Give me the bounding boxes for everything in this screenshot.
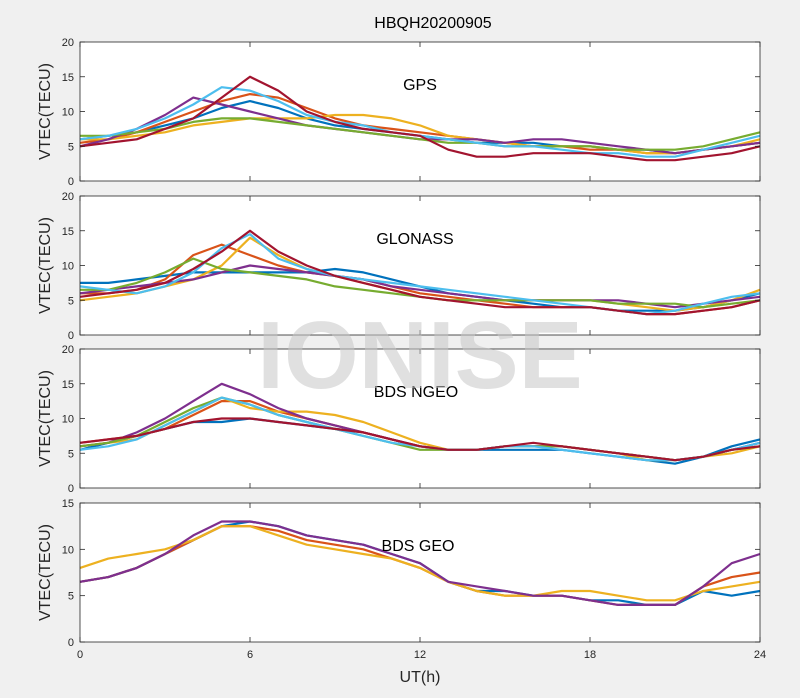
series-line: [79, 520, 761, 607]
panel-0: 0 5 10 15 20 GPS VTEC(TECU): [37, 37, 761, 188]
series-line: [79, 229, 761, 316]
y-tick-label: 10: [62, 107, 74, 119]
y-tick-label: 20: [62, 191, 74, 203]
panel-title: GLONASS: [376, 231, 453, 248]
y-tick-label: 15: [62, 226, 74, 238]
y-tick-label: 10: [62, 544, 74, 556]
series-line: [79, 525, 761, 602]
plot-area: [80, 349, 760, 488]
panel-1: 0 5 10 15 20 GLONASS VTEC(TECU): [37, 191, 761, 342]
y-tick-label: 0: [68, 483, 74, 495]
series-line: [80, 113, 761, 155]
x-tick-label: 12: [414, 649, 426, 661]
y-tick-label: 5: [68, 141, 74, 153]
y-tick-label: 5: [68, 591, 74, 603]
panel-3: 0 5 10 15 0 6 12 18 24 BDS GEO VTEC(TECU): [37, 498, 766, 661]
x-tick-label: 18: [584, 649, 596, 661]
y-axis-label: VTEC(TECU): [37, 524, 54, 621]
series-line: [80, 117, 761, 151]
y-tick-label: 5: [68, 448, 74, 460]
y-axis-label: VTEC(TECU): [37, 370, 54, 467]
y-tick-label: 20: [62, 37, 74, 49]
y-axis-label: VTEC(TECU): [37, 63, 54, 160]
panel-2: 0 5 10 15 20 BDS NGEO VTEC(TECU): [37, 344, 761, 495]
panel-title: BDS GEO: [382, 538, 455, 555]
y-tick-label: 0: [68, 330, 74, 342]
y-tick-label: 15: [62, 379, 74, 391]
watermark: IONISE: [257, 302, 582, 409]
series-line: [79, 417, 761, 462]
plot-area: [80, 196, 760, 335]
figure-title: HBQH20200905: [374, 15, 492, 32]
x-tick-label: 0: [77, 649, 83, 661]
panel-title: BDS NGEO: [374, 384, 458, 401]
y-tick-label: 5: [68, 295, 74, 307]
y-tick-label: 20: [62, 344, 74, 356]
y-tick-label: 0: [68, 637, 74, 649]
x-axis-label: UT(h): [400, 669, 441, 686]
y-tick-label: 0: [68, 176, 74, 188]
y-tick-label: 15: [62, 72, 74, 84]
y-axis-label: VTEC(TECU): [37, 217, 54, 314]
plot-area: [80, 503, 760, 642]
y-tick-label: 10: [62, 414, 74, 426]
y-tick-label: 10: [62, 261, 74, 273]
x-tick-label: 6: [247, 649, 253, 661]
series-line: [79, 75, 761, 162]
panels-group: 0 5 10 15 20 GPS VTEC(TECU) 0 5 10 15 20 GLONASS VTEC…: [37, 37, 766, 661]
y-tick-label: 15: [62, 498, 74, 510]
panel-title: GPS: [403, 77, 437, 94]
x-tick-label: 24: [754, 649, 766, 661]
